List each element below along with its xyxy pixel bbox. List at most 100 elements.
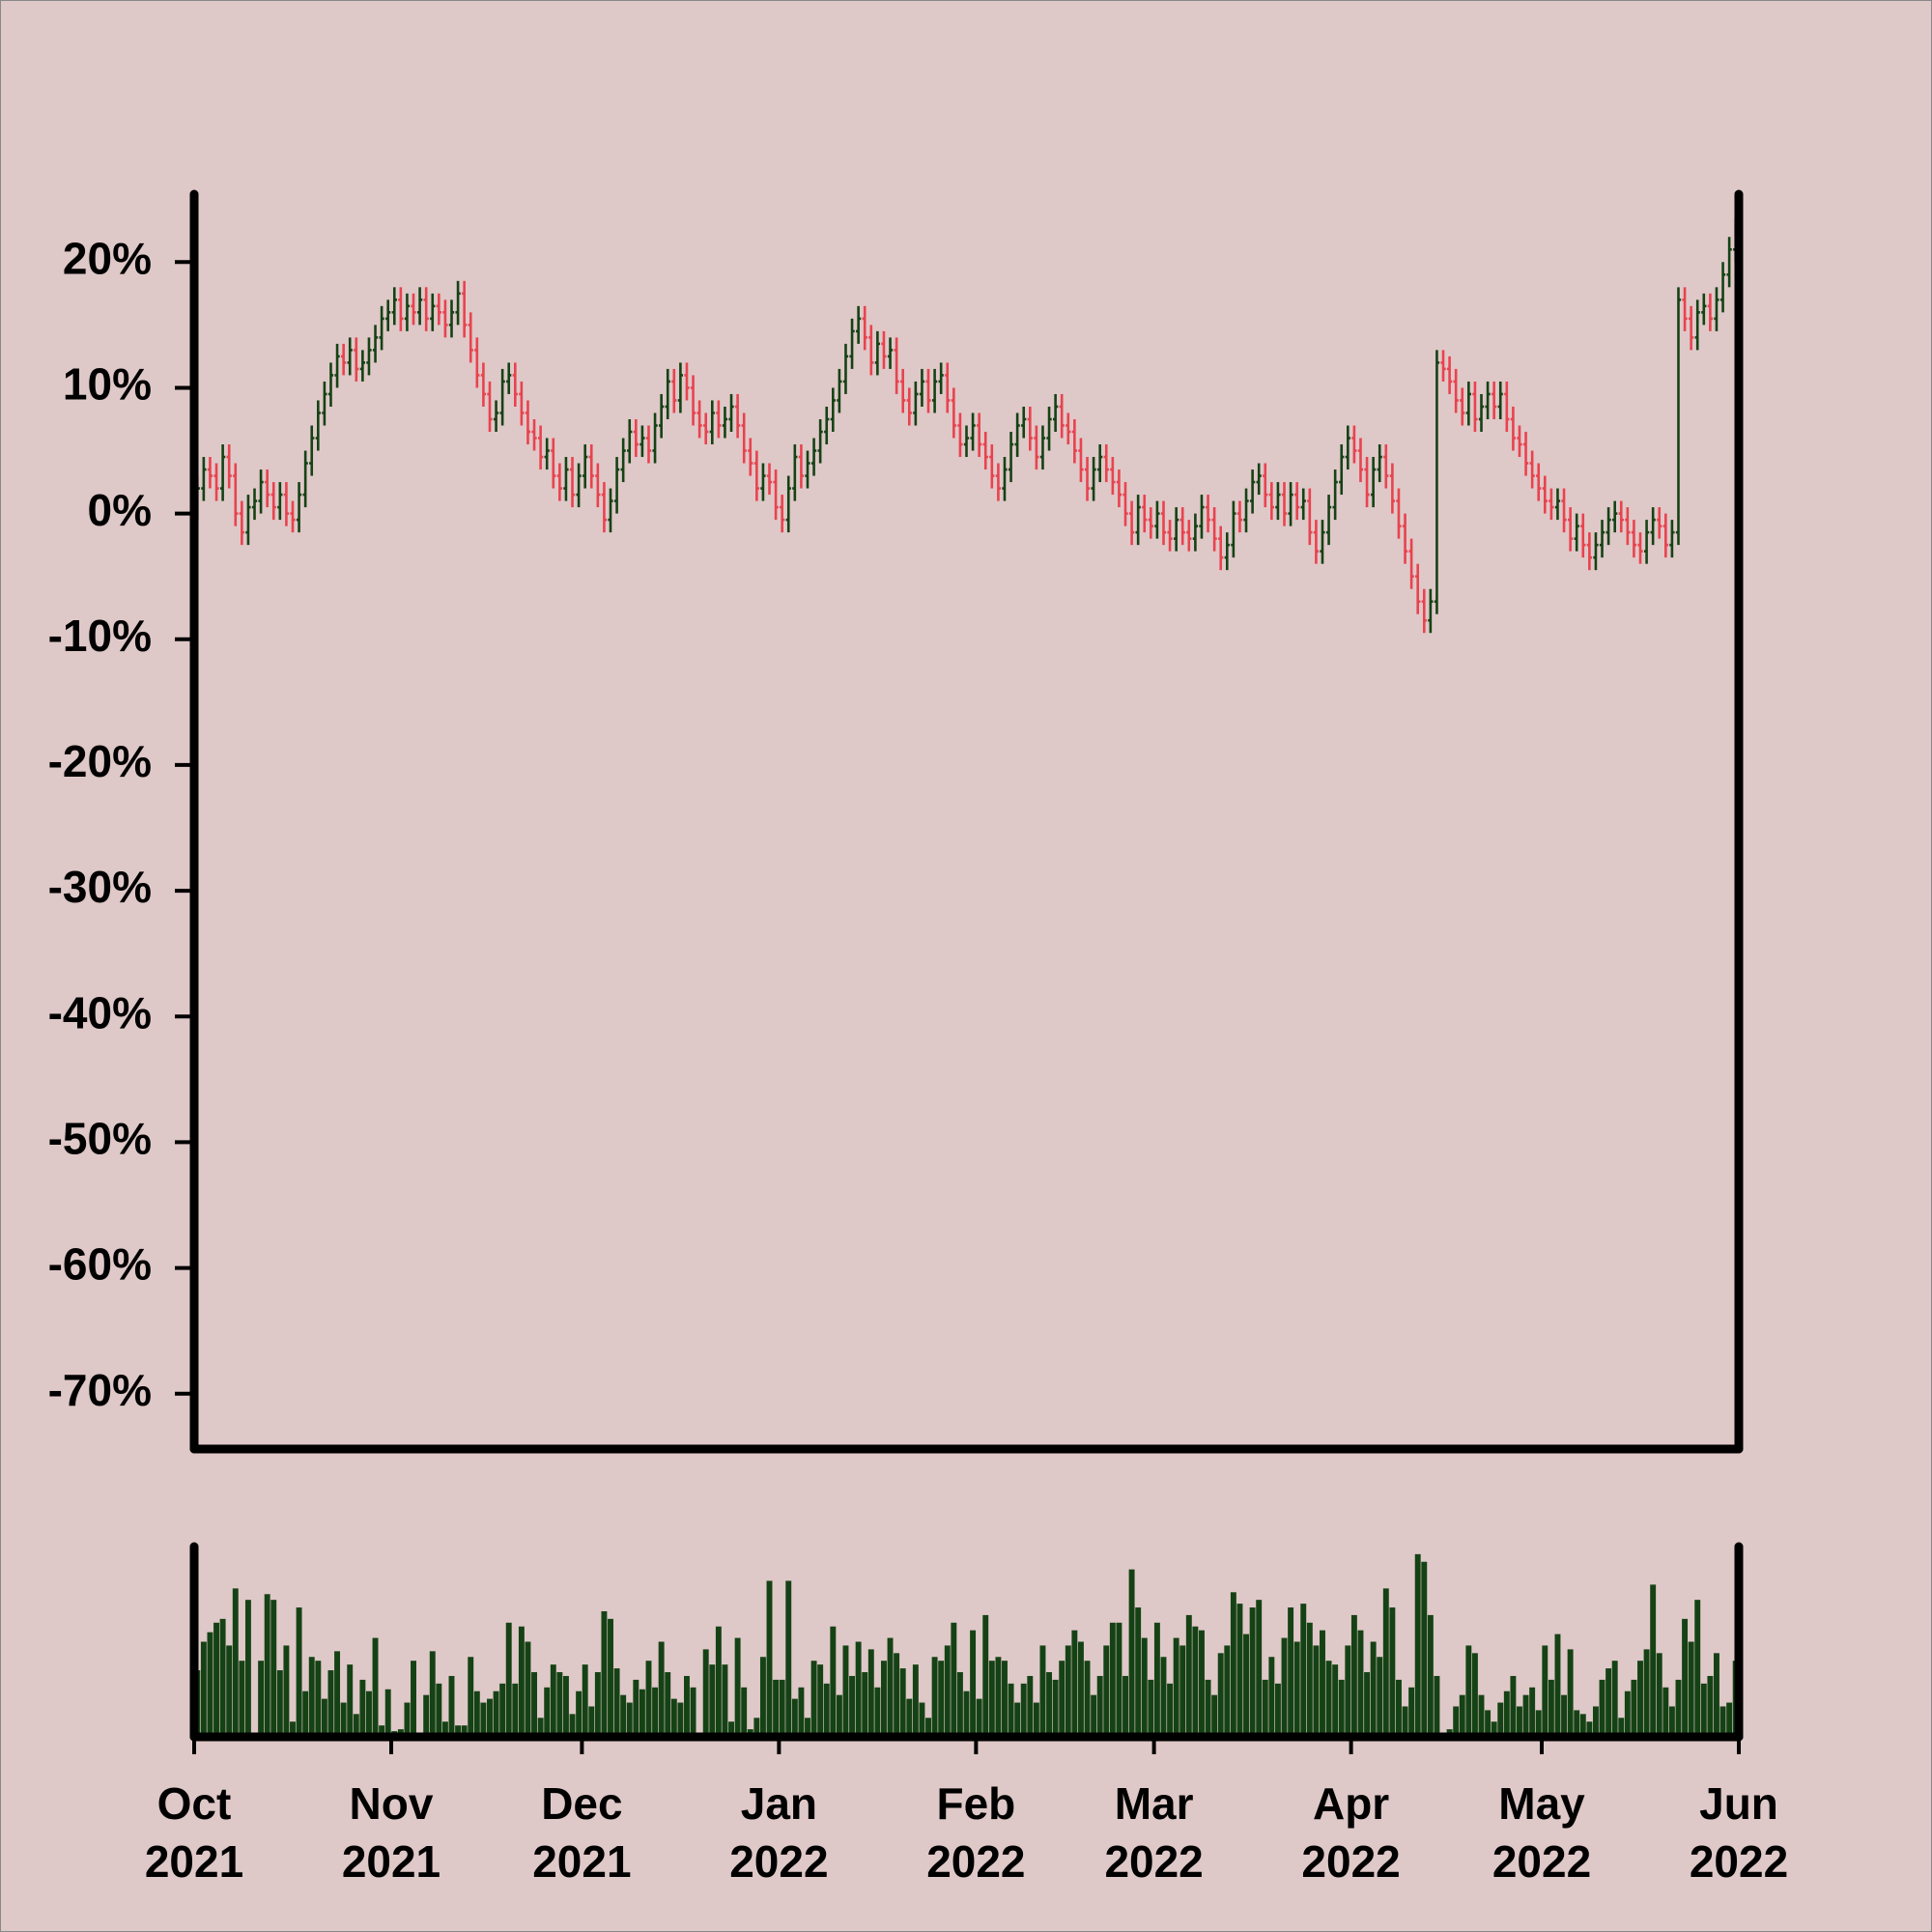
volume-bar bbox=[518, 1626, 525, 1737]
volume-bar bbox=[1631, 1679, 1637, 1737]
volume-bar bbox=[652, 1687, 659, 1737]
volume-bar bbox=[334, 1651, 341, 1737]
volume-bar bbox=[1027, 1675, 1034, 1737]
volume-bar bbox=[244, 1600, 251, 1737]
volume-bar bbox=[1211, 1694, 1218, 1737]
y-tick-label: -10% bbox=[48, 611, 152, 661]
volume-bar bbox=[1128, 1569, 1135, 1737]
volume-bar bbox=[1320, 1630, 1325, 1737]
volume-bar bbox=[690, 1687, 696, 1737]
volume-bar bbox=[1491, 1721, 1497, 1737]
volume-bar bbox=[842, 1645, 849, 1737]
volume-bar bbox=[1599, 1679, 1605, 1737]
volume-bar bbox=[582, 1664, 588, 1737]
x-tick-label: Jun 2022 bbox=[1689, 1778, 1789, 1887]
volume-bar bbox=[594, 1672, 601, 1737]
volume-bar bbox=[995, 1657, 1002, 1737]
volume-bar bbox=[887, 1637, 894, 1737]
volume-bar bbox=[1668, 1706, 1675, 1737]
volume-bar bbox=[880, 1661, 887, 1737]
volume-bar bbox=[1199, 1630, 1205, 1737]
volume-bar bbox=[213, 1622, 219, 1737]
volume-bar bbox=[468, 1657, 474, 1737]
volume-bar bbox=[1618, 1718, 1625, 1737]
y-tick-label: -60% bbox=[48, 1239, 152, 1290]
volume-bar bbox=[411, 1661, 416, 1737]
x-tick-label: Feb 2022 bbox=[926, 1778, 1026, 1887]
volume-bar bbox=[1478, 1694, 1485, 1737]
volume-bar bbox=[1682, 1618, 1689, 1737]
volume-bar bbox=[1719, 1706, 1726, 1737]
volume-bar bbox=[556, 1672, 563, 1737]
volume-bar bbox=[836, 1694, 842, 1737]
volume-bar bbox=[1091, 1694, 1097, 1737]
y-tick-label: -50% bbox=[48, 1114, 152, 1164]
volume-bar bbox=[785, 1580, 792, 1737]
volume-bar bbox=[1395, 1679, 1402, 1737]
volume-bar bbox=[537, 1718, 544, 1737]
volume-bar bbox=[715, 1626, 722, 1737]
volume-bar bbox=[359, 1679, 366, 1737]
volume-bar bbox=[1485, 1710, 1492, 1737]
volume-bar bbox=[766, 1580, 773, 1737]
volume-bar bbox=[569, 1714, 576, 1737]
volume-bar bbox=[1535, 1710, 1542, 1737]
volume-bar bbox=[1574, 1710, 1580, 1737]
volume-bar bbox=[1338, 1679, 1345, 1737]
volume-bar bbox=[944, 1645, 951, 1737]
volume-bar bbox=[734, 1637, 741, 1737]
volume-bar bbox=[347, 1664, 354, 1737]
volume-bar bbox=[1033, 1702, 1039, 1737]
volume-bar bbox=[899, 1668, 906, 1737]
x-tick-label: Dec 2021 bbox=[532, 1778, 632, 1887]
volume-bar bbox=[365, 1690, 372, 1737]
volume-bar bbox=[1662, 1687, 1669, 1737]
volume-bar bbox=[1542, 1645, 1548, 1737]
volume-bar bbox=[1293, 1641, 1300, 1737]
volume-bar bbox=[1313, 1645, 1320, 1737]
volume-bar bbox=[810, 1661, 817, 1737]
volume-bar bbox=[1427, 1614, 1434, 1737]
volume-bar bbox=[473, 1690, 480, 1737]
volume-bar bbox=[1389, 1607, 1396, 1737]
volume-bar bbox=[588, 1706, 595, 1737]
volume-bar bbox=[1039, 1645, 1046, 1737]
x-tick-label: Jan 2022 bbox=[729, 1778, 829, 1887]
volume-bar bbox=[1077, 1641, 1084, 1737]
volume-bar bbox=[1256, 1600, 1263, 1737]
volume-bar bbox=[1148, 1679, 1154, 1737]
volume-bar bbox=[487, 1698, 493, 1737]
y-tick-label: -20% bbox=[48, 736, 152, 786]
y-tick-label: 20% bbox=[63, 233, 152, 283]
volume-bar bbox=[1179, 1645, 1186, 1737]
volume-bar bbox=[830, 1626, 837, 1737]
volume-bar bbox=[232, 1588, 239, 1737]
volume-bar bbox=[1357, 1630, 1364, 1737]
volume-bar bbox=[1185, 1614, 1192, 1737]
volume-bar bbox=[480, 1702, 487, 1737]
volume-bar bbox=[1249, 1607, 1256, 1737]
volume-bar bbox=[665, 1672, 671, 1737]
volume-bar bbox=[1268, 1657, 1275, 1737]
volume-bar bbox=[1650, 1584, 1657, 1737]
volume-bar bbox=[219, 1618, 226, 1737]
volume-bar bbox=[1579, 1714, 1586, 1737]
volume-bar bbox=[1052, 1679, 1059, 1737]
volume-bar bbox=[677, 1702, 684, 1737]
volume-bar bbox=[1046, 1672, 1053, 1737]
volume-bar bbox=[441, 1721, 448, 1737]
volume-bar bbox=[1020, 1683, 1027, 1737]
volume-bar bbox=[855, 1641, 862, 1737]
volume-bar bbox=[1167, 1683, 1174, 1737]
volume-bar bbox=[1262, 1679, 1268, 1737]
volume-bar bbox=[759, 1657, 766, 1737]
volume-bar bbox=[1364, 1672, 1371, 1737]
volume-bar bbox=[1497, 1702, 1504, 1737]
y-tick-label: 10% bbox=[63, 359, 152, 410]
x-tick-label: Apr 2022 bbox=[1301, 1778, 1401, 1887]
volume-bar bbox=[956, 1672, 963, 1737]
volume-bar bbox=[276, 1670, 283, 1737]
volume-bar bbox=[1637, 1661, 1643, 1737]
volume-bar bbox=[1656, 1653, 1662, 1737]
volume-bar bbox=[639, 1689, 645, 1737]
